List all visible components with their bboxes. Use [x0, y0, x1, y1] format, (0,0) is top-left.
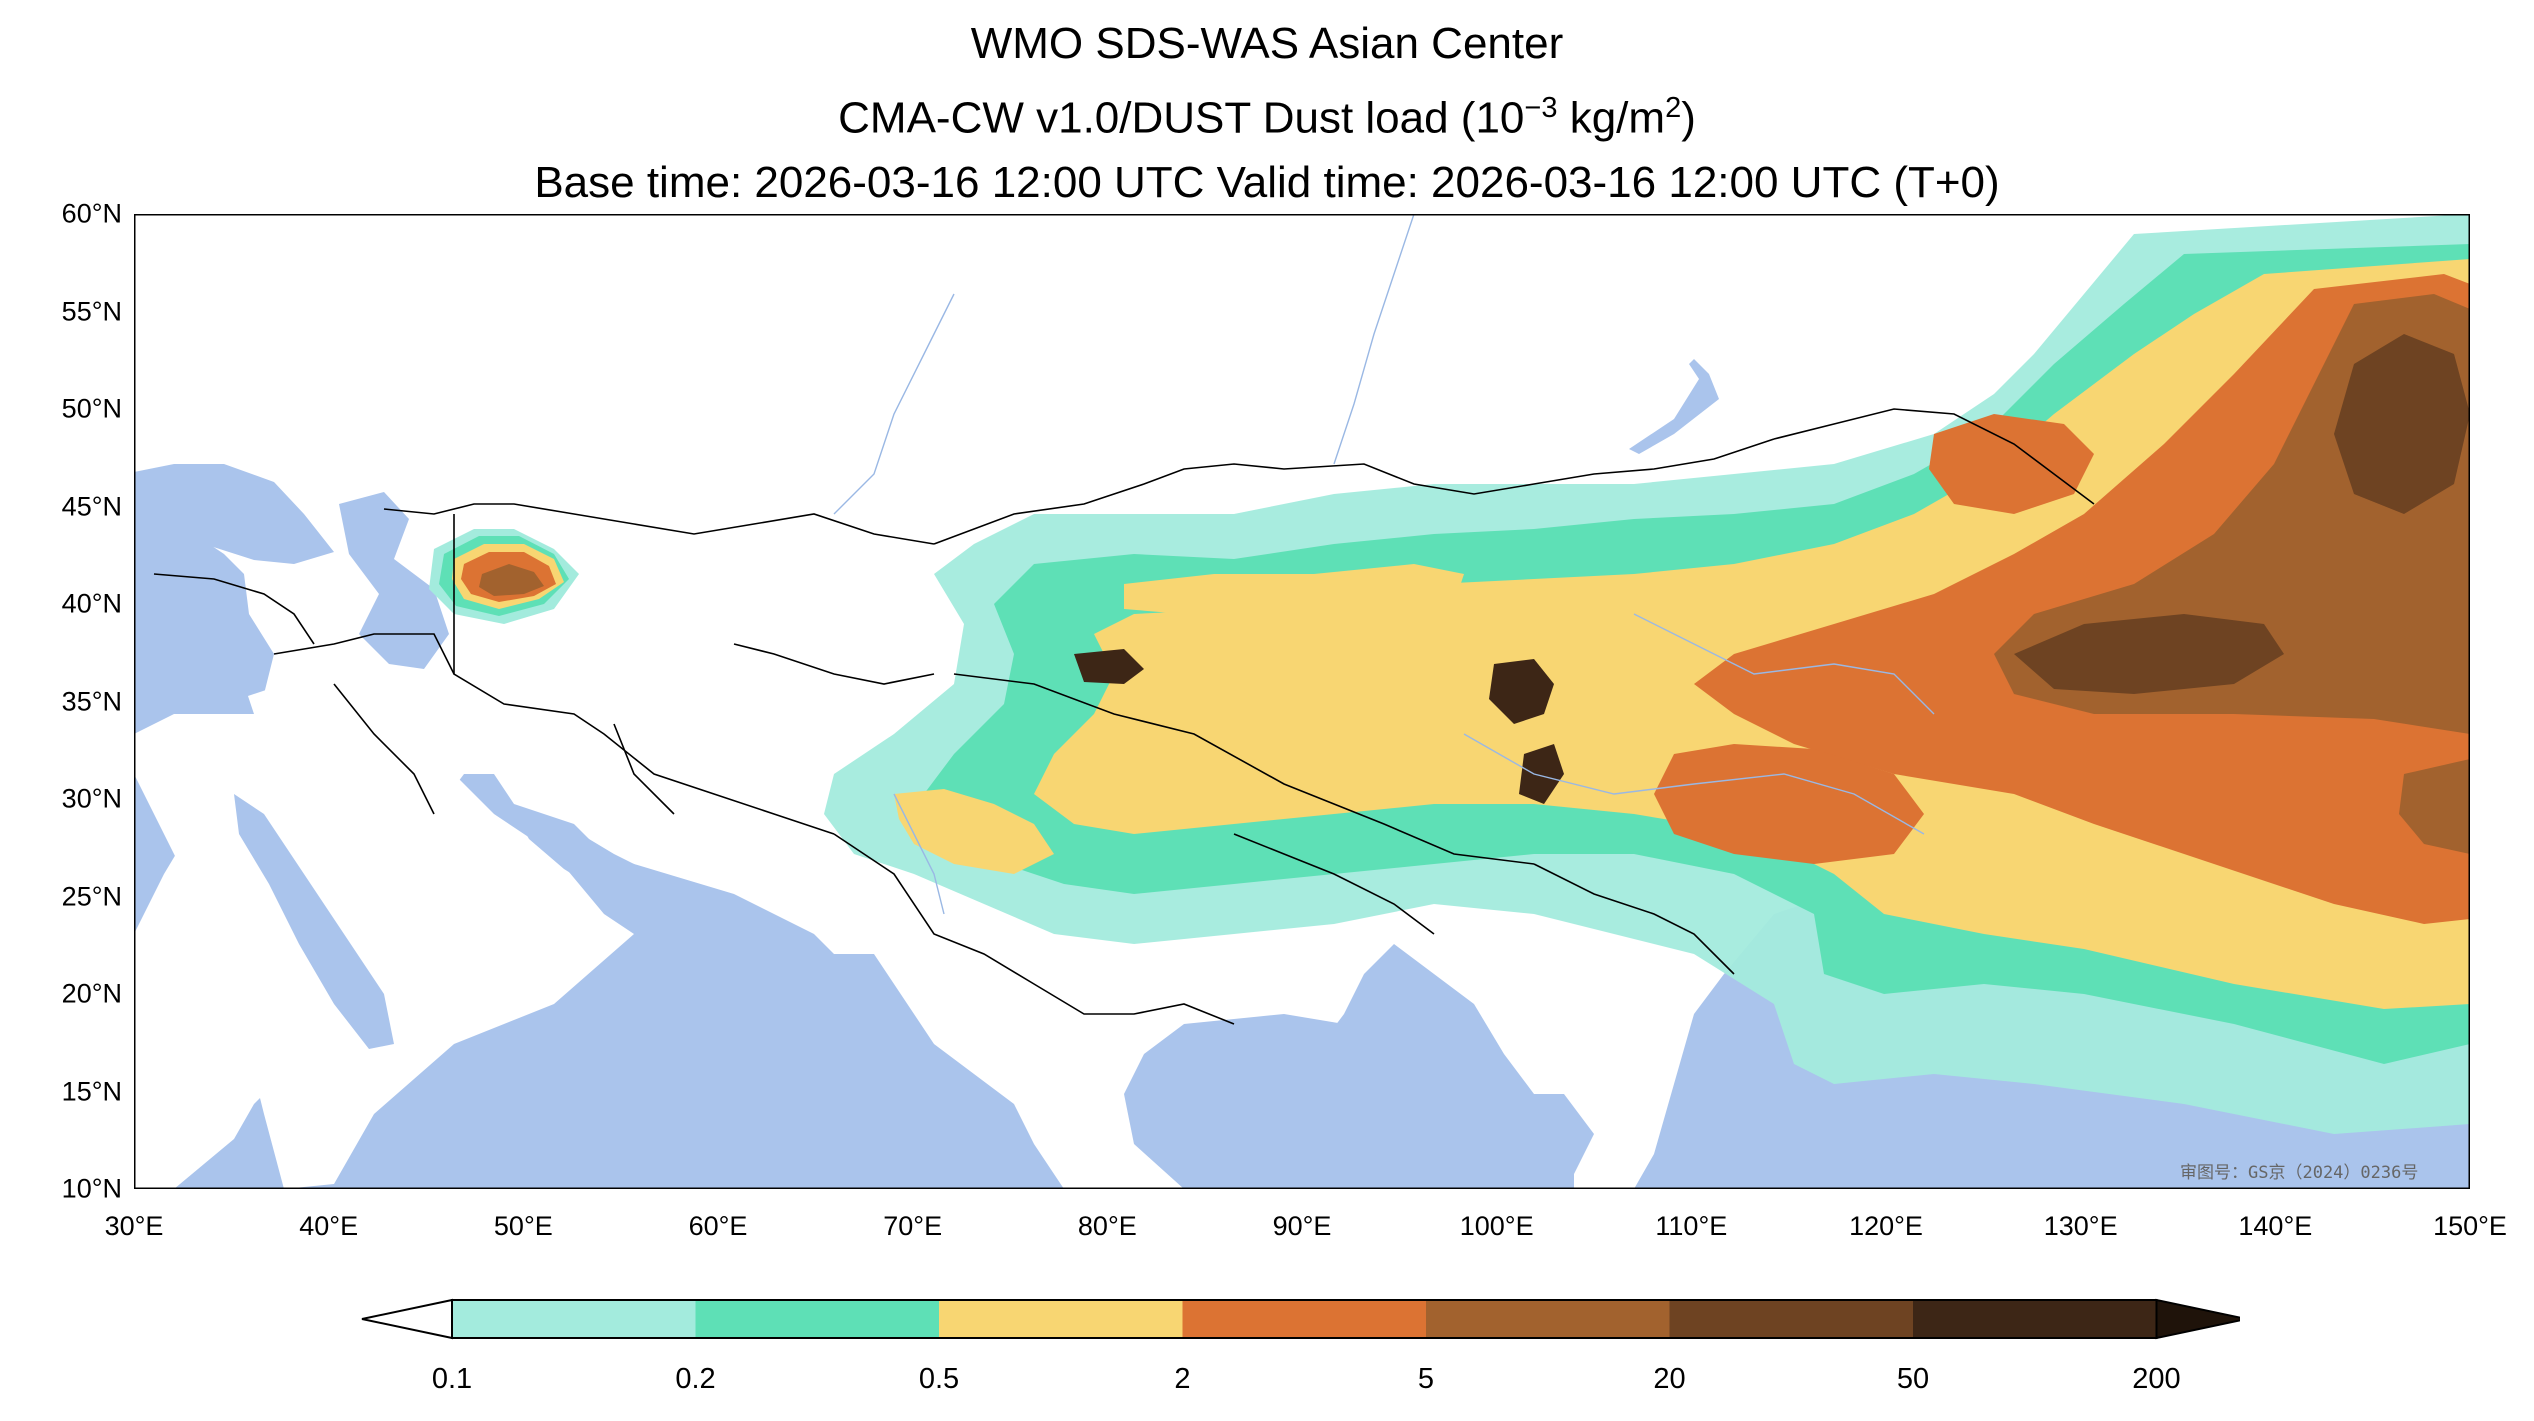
colorbar-segment — [695, 1300, 940, 1338]
longitude-tick-label: 140°E — [2238, 1211, 2313, 1241]
longitude-tick-label: 60°E — [688, 1211, 748, 1241]
rivers — [833, 214, 1935, 915]
colorbar-tick-label: 2 — [1174, 1363, 1191, 1395]
dust-hotspot-tarim — [1074, 649, 1144, 684]
dust-contour-2 — [1694, 274, 2470, 924]
latitude-tick-label: 55°N — [61, 296, 122, 326]
dust-contour-2-northeast — [1929, 414, 2094, 514]
latitude-tick-label: 20°N — [61, 978, 122, 1009]
mediterranean-sea — [134, 654, 254, 734]
longitude-tick-label: 30°E — [104, 1211, 164, 1241]
latitude-tick-label: 50°N — [61, 393, 122, 424]
lake-baikal — [1629, 359, 1719, 454]
black-sea — [134, 464, 334, 564]
red-sea — [234, 794, 394, 1049]
colorbar-segment — [1669, 1300, 1914, 1338]
map-subtitle: CMA-CW v1.0/DUST Dust load (10−3 kg/m2) — [838, 92, 1696, 143]
colorbar-tick-label: 5 — [1417, 1363, 1435, 1395]
colorbar-tick-label: 20 — [1653, 1363, 1686, 1395]
dust-load-map — [134, 214, 2470, 1189]
dust-contour-20 — [2334, 334, 2470, 514]
dust-contour-0.5-tibet — [1229, 744, 1344, 809]
time-info: Base time: 2026-03-16 12:00 UTC Valid ti… — [534, 157, 2000, 207]
colorbar-tick-label: 50 — [1896, 1363, 1930, 1395]
country-borders — [153, 408, 2095, 1025]
longitude-tick-label: 150°E — [2433, 1211, 2507, 1241]
latitude-tick-label: 10°N — [61, 1173, 122, 1204]
colorbar-segment — [452, 1300, 696, 1338]
longitude-tick-label: 110°E — [1655, 1211, 1728, 1241]
latitude-tick-label: 15°N — [61, 1076, 122, 1106]
persian-gulf — [509, 804, 654, 904]
caspian-sea — [339, 492, 449, 669]
colorbar-tick-label: 200 — [2132, 1363, 2181, 1395]
colorbar-segment — [1913, 1300, 2157, 1338]
longitude-tick-label: 70°E — [883, 1211, 943, 1241]
latitude-tick-label: 60°N — [61, 198, 122, 229]
latitude-tick-label: 40°N — [61, 588, 122, 619]
longitude-tick-label: 50°E — [493, 1211, 553, 1241]
bay-of-bengal — [1124, 1014, 1394, 1189]
dust-hotspot-qinghai — [1489, 659, 1554, 724]
longitude-tick-label: 100°E — [1459, 1211, 1534, 1241]
latitude-tick-label: 30°N — [61, 783, 122, 814]
map-border — [134, 214, 2470, 1189]
arabian-peninsula — [134, 684, 634, 1189]
colorbar-tick-label: 0.5 — [918, 1363, 960, 1395]
longitude-tick-label: 80°E — [1077, 1211, 1137, 1241]
dust-hotspot-gansu — [1519, 744, 1564, 804]
dust-contour-0.5-pakistan — [894, 789, 1054, 874]
colorbar-tick-label: 0.1 — [431, 1363, 473, 1395]
longitude-tick-label: 120°E — [1849, 1211, 1923, 1241]
colorbar-extend-low — [361, 1298, 453, 1340]
longitude-tick-label: 130°E — [2043, 1211, 2118, 1241]
dust-contour-5-east — [2399, 759, 2470, 854]
colorbar-outline — [451, 1299, 2158, 1339]
arabian-sea — [414, 954, 1004, 1189]
latitude-tick-label: 25°N — [61, 881, 122, 911]
latitude-tick-label: 45°N — [61, 491, 122, 521]
colorbar-segment — [1426, 1300, 1670, 1338]
colorbar — [361, 1298, 2240, 1340]
title-block: WMO SDS-WAS Asian Center CMA-CW v1.0/DUS… — [0, 12, 2534, 215]
dust-contour-20-korea — [2014, 614, 2284, 694]
colorbar-segment — [1182, 1300, 1427, 1338]
latitude-tick-label: 35°N — [61, 686, 122, 716]
colorbar-segment — [939, 1300, 1183, 1338]
longitude-tick-label: 90°E — [1272, 1211, 1332, 1241]
colorbar-tick-label: 0.2 — [675, 1363, 716, 1395]
dust-contour-5-uzbekistan — [479, 564, 544, 596]
map-title: WMO SDS-WAS Asian Center — [970, 19, 1564, 68]
dust-contour-2-china — [1654, 744, 1924, 864]
colorbar-extend-high — [2155, 1298, 2240, 1340]
longitude-tick-label: 40°E — [299, 1211, 359, 1241]
dust-contour-0.5-tarim — [1124, 564, 1464, 614]
review-number-watermark: 审图号：GS京（2024）0236号 — [2180, 1163, 2419, 1183]
